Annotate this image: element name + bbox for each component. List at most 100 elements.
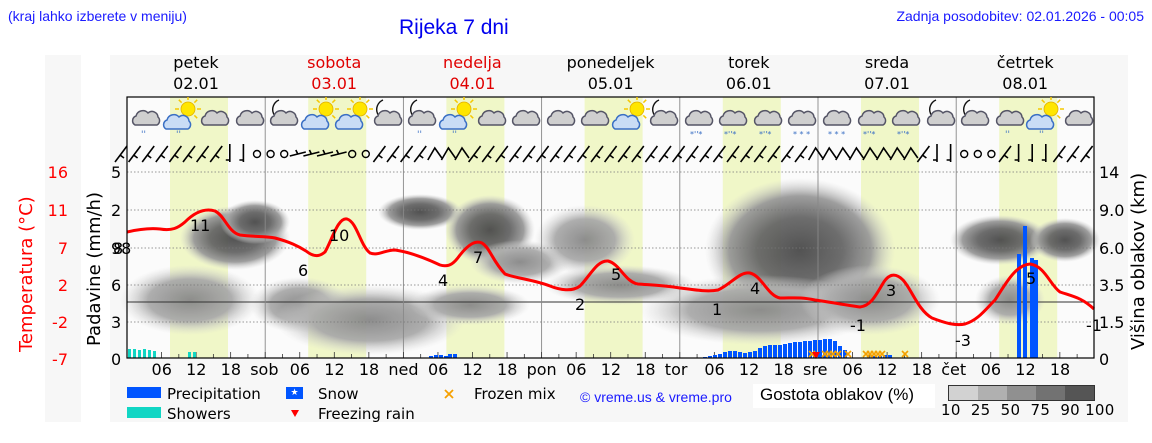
temperature-line [126, 208, 1096, 327]
cloud-height-tick: 6.0 [1099, 239, 1125, 258]
cloud-sleet-icon: *''* [714, 97, 754, 141]
svg-text:'': '' [1005, 130, 1010, 140]
temp-tick: 2 [57, 276, 68, 295]
menu-hint-link[interactable]: (kraj lahko izberete v meniju) [8, 8, 187, 24]
svg-text:'': '' [1039, 130, 1044, 140]
moon-cloud-icon [369, 97, 409, 141]
x-tick-label: čet [941, 360, 967, 379]
precipitation-swatch [127, 387, 161, 398]
day-name: sreda [864, 53, 910, 72]
temp-value-label: -1 [850, 316, 866, 335]
x-tick-label: 12 [1015, 360, 1036, 379]
temp-value-label: 1 [712, 300, 723, 319]
day-name: ponedeljek [566, 53, 655, 72]
cloud-icon [507, 97, 547, 141]
temp-tick: 11 [47, 201, 68, 220]
temp-value-label: 5 [611, 265, 622, 284]
sun-cloud-icon [611, 96, 651, 141]
svg-text:'': '' [452, 130, 457, 140]
cloud-height-tick: 14 [1099, 163, 1120, 182]
last-update: Zadnja posodobitev: 02.01.2026 - 00:05 [896, 8, 1144, 24]
moon-cloud-icon [645, 97, 685, 141]
density-tick: 75 [1030, 401, 1051, 419]
day-header: četrtek 08.01 [956, 52, 1094, 94]
x-tick-label: 06 [427, 360, 449, 379]
cloud-density-field [120, 178, 1100, 355]
day-header: torek 06.01 [680, 52, 818, 94]
cloud-height-tick: 9.0 [1099, 201, 1125, 220]
x-tick-label: 06 [566, 360, 587, 379]
sun-cloud-rain-icon: '' [1025, 96, 1065, 141]
x-tick-label: 18 [773, 360, 794, 379]
day-name: nedelja [443, 53, 502, 72]
copyright-link[interactable]: © vreme.us & vreme.pro [580, 389, 732, 405]
x-tick-label: tor [664, 360, 688, 379]
frozen-mix-icon [444, 389, 454, 399]
temp-value-label: -3 [955, 331, 971, 350]
cloud-density-title: Gostota oblakov (%) [760, 385, 915, 404]
density-tick: 50 [1000, 401, 1021, 419]
svg-text:*''*: *''* [863, 130, 875, 139]
moon-cloud-icon [956, 97, 996, 141]
density-tick: 25 [970, 401, 991, 419]
temp-value-label: 4 [438, 271, 449, 290]
precip-tick: 3 [111, 313, 122, 332]
cloud-icon [576, 97, 616, 141]
precip-tick: 5 [111, 163, 122, 182]
svg-text:* * *: * * * [828, 130, 845, 139]
wind-barbs-row [114, 144, 1094, 163]
temp-value-label: 5 [1026, 269, 1037, 288]
cloud-density-title-bg [753, 384, 935, 408]
cloud-height-tick: 3.5 [1099, 276, 1125, 295]
x-tick-label: 06 [842, 360, 863, 379]
precipitation-bars [429, 226, 1038, 358]
cloud-sleet-icon: *''* [853, 97, 893, 141]
cloud-icon [231, 97, 271, 141]
moon-cloud-icon [922, 97, 962, 141]
x-tick-label: 18 [497, 360, 518, 379]
svg-text:*''*: *''* [724, 130, 736, 139]
density-tick: 10 [941, 401, 961, 419]
day-date: 02.01 [173, 74, 219, 93]
temp-value-label: 8 [113, 239, 124, 258]
svg-text:*''*: *''* [897, 130, 909, 139]
cloud-rain-icon: '' [991, 97, 1031, 141]
temp-value-label: 3 [886, 281, 897, 300]
svg-text:'': '' [141, 130, 146, 140]
x-tick-label: sre [803, 360, 828, 379]
x-tick-label: 18 [635, 360, 656, 379]
day-header: sobota 03.01 [265, 52, 403, 94]
legend-freezing-rain: Freezing rain [318, 405, 415, 423]
day-header: petek 02.01 [127, 52, 265, 94]
snow-icon: ★ [286, 387, 303, 399]
svg-text:* * *: * * * [793, 130, 810, 139]
showers-swatch [127, 407, 161, 418]
day-name: petek [173, 53, 219, 72]
temp-axis-panel [45, 55, 81, 422]
cloud-sleet-icon: *''* [680, 97, 720, 141]
x-tick-label: 12 [462, 360, 483, 379]
x-tick-label: 18 [220, 360, 241, 379]
precip-tick: 98 [111, 239, 132, 258]
showers-bars [128, 349, 196, 358]
x-tick-label: pon [526, 360, 557, 379]
density-tick: 100 [1085, 401, 1115, 419]
sun-cloud-icon [300, 96, 340, 141]
sun-cloud-rain-icon: '' [162, 96, 202, 141]
x-tick-label: 06 [151, 360, 172, 379]
cloud-height-tick: 1.5 [1099, 313, 1125, 332]
x-tick-label: sob [250, 360, 279, 379]
temp-tick: 16 [47, 163, 68, 182]
day-date: 08.01 [1002, 74, 1049, 93]
cloud-icon [473, 97, 513, 141]
day-name: četrtek [996, 53, 1054, 72]
legend-frozen-mix: Frozen mix [474, 385, 556, 403]
day-header: nedelja 04.01 [403, 52, 541, 94]
day-date: 07.01 [864, 74, 910, 93]
temp-value-label: 4 [750, 279, 761, 298]
temp-value-label: -1 [1086, 316, 1102, 335]
x-tick-label: 18 [911, 360, 932, 379]
x-tick-label: ned [388, 360, 419, 379]
page-title: Rijeka 7 dni [399, 16, 509, 39]
